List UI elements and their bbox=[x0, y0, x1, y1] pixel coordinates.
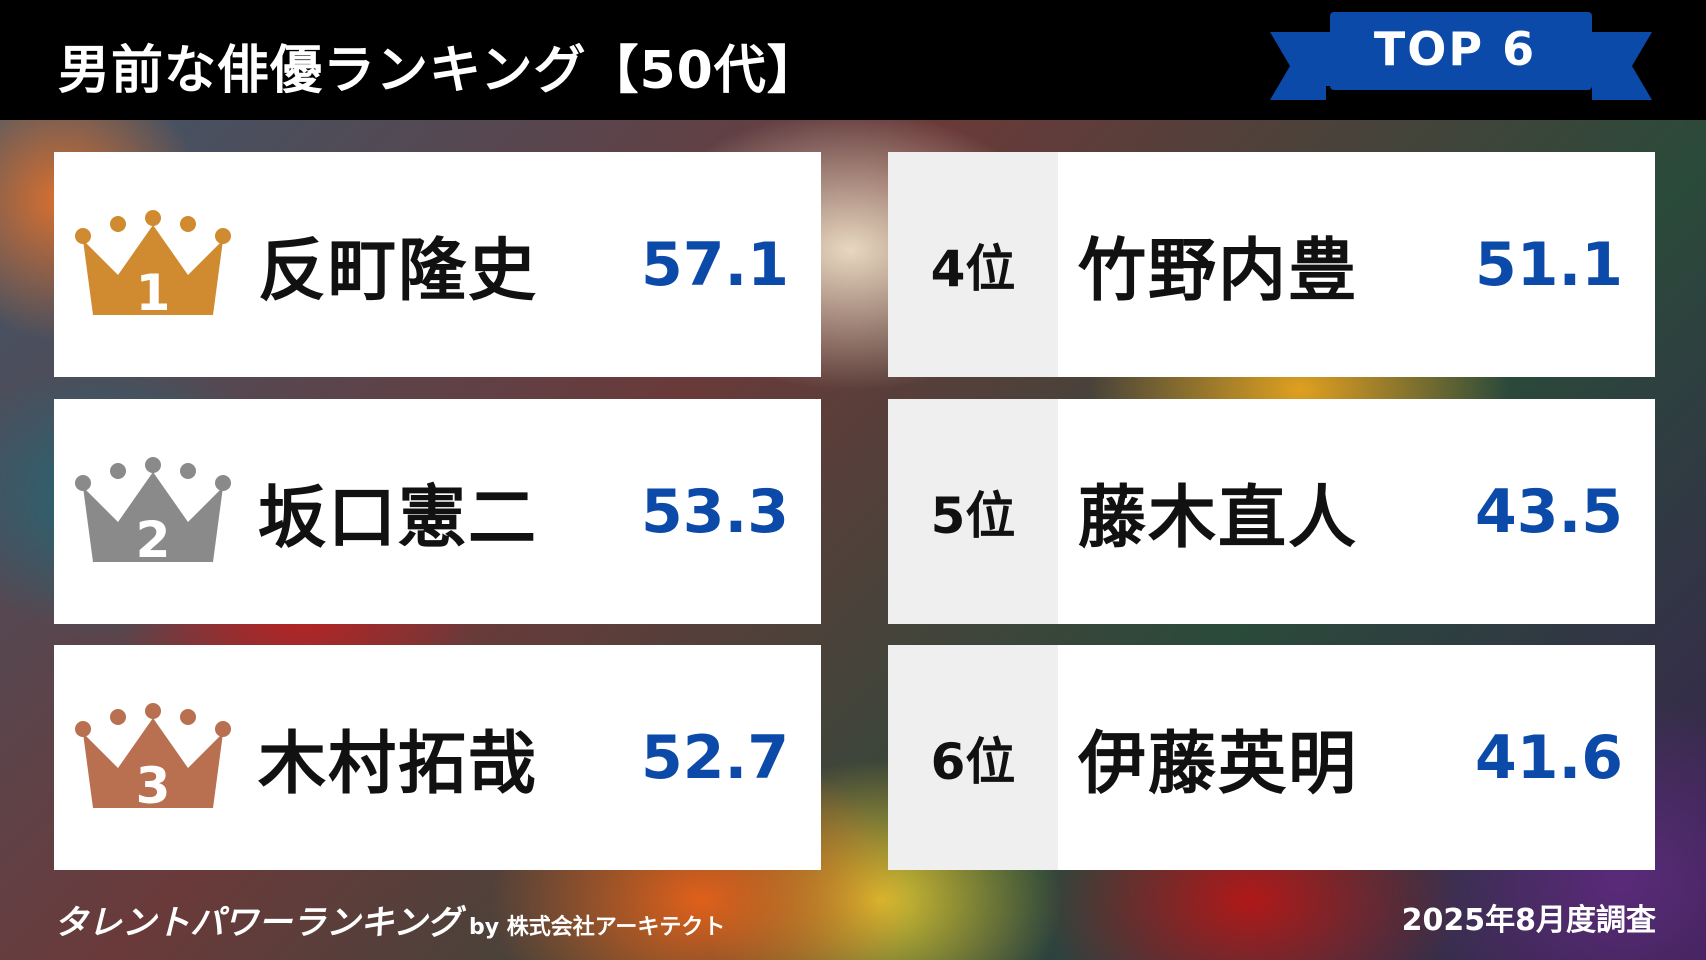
ranking-card: 1 反町隆史 57.1 bbox=[54, 152, 821, 377]
rank-label: 6位 bbox=[888, 645, 1058, 870]
actor-name: 藤木直人 bbox=[1078, 479, 1359, 558]
crown-icon: 2 bbox=[68, 399, 238, 624]
crown-icon: 3 bbox=[68, 645, 238, 870]
actor-name: 坂口憲二 bbox=[258, 479, 539, 558]
score: 52.7 bbox=[640, 722, 789, 793]
top6-ribbon-icon bbox=[1270, 12, 1652, 108]
ranking-card: 2 坂口憲二 53.3 bbox=[54, 399, 821, 624]
survey-date: 2025年8月度調査 bbox=[1401, 903, 1656, 938]
rank-label: 5位 bbox=[888, 399, 1058, 624]
rank-number: 3 bbox=[136, 757, 171, 813]
actor-name: 伊藤英明 bbox=[1078, 725, 1359, 804]
score: 43.5 bbox=[1474, 476, 1623, 547]
rank-number: 1 bbox=[136, 264, 171, 320]
footer-logo: タレントパワーランキング by 株式会社アーキテクト bbox=[54, 895, 725, 944]
top6-badge: TOP 6 bbox=[1373, 22, 1537, 76]
score: 41.6 bbox=[1474, 722, 1623, 793]
ranking-card: 3 木村拓哉 52.7 bbox=[54, 645, 821, 870]
logo-text: タレントパワーランキング bbox=[54, 903, 461, 943]
page-title: 男前な俳優ランキング【50代】 bbox=[58, 41, 820, 101]
rank-number: 2 bbox=[136, 511, 171, 567]
rank-label: 4位 bbox=[888, 152, 1058, 377]
ranking-card: 4位 竹野内豊 51.1 bbox=[888, 152, 1655, 377]
actor-name: 反町隆史 bbox=[258, 232, 539, 311]
ranking-card: 5位 藤木直人 43.5 bbox=[888, 399, 1655, 624]
actor-name: 竹野内豊 bbox=[1078, 232, 1359, 311]
actor-name: 木村拓哉 bbox=[258, 725, 539, 804]
score: 53.3 bbox=[640, 476, 789, 547]
footer-by: by 株式会社アーキテクト bbox=[468, 915, 726, 940]
score: 57.1 bbox=[640, 229, 789, 300]
score: 51.1 bbox=[1474, 229, 1623, 300]
crown-icon: 1 bbox=[68, 152, 238, 377]
ranking-card: 6位 伊藤英明 41.6 bbox=[888, 645, 1655, 870]
